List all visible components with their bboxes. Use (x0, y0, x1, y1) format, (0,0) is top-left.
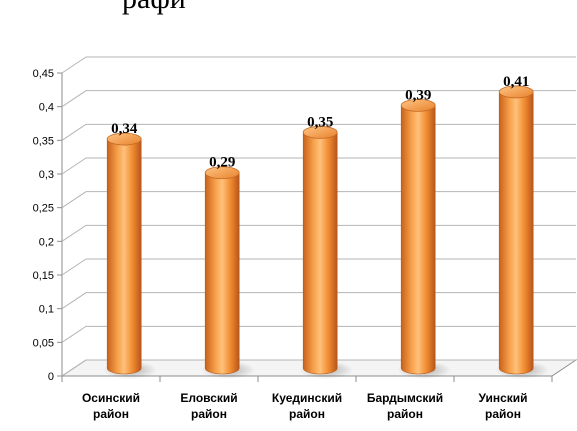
x-category-label: Куединский (272, 391, 342, 405)
y-tick-label: 0,45 (33, 68, 54, 80)
x-category-label: район (387, 407, 423, 421)
y-tick-label: 0,3 (39, 169, 54, 181)
x-category-label: Уинский (478, 391, 527, 405)
data-label: 0,41 (503, 74, 529, 90)
x-category-label: Бардымский (367, 391, 443, 405)
y-axis-tick-labels: 0 0,05 0,1 0,15 0,2 0,25 0,3 0,35 0,4 0,45 (33, 68, 54, 383)
gridline (61, 90, 576, 108)
bar-top (204, 166, 240, 180)
y-tick-label: 0,15 (33, 270, 54, 282)
y-tick-label: 0,35 (33, 135, 54, 147)
bar-body (302, 132, 338, 375)
x-category-label: район (191, 407, 227, 421)
bar-body (400, 105, 436, 375)
x-category-label: район (289, 407, 325, 421)
y-tick-label: 0,05 (33, 337, 54, 349)
page-heading-fragment: рафи (122, 0, 186, 16)
bar-body (498, 91, 534, 375)
bar-top (106, 132, 142, 146)
chart-container: 0 0,05 0,1 0,15 0,2 0,25 0,3 0,35 0,4 0,45 Осинск… (0, 26, 577, 426)
bar (299, 125, 354, 379)
data-labels: 0,34 0,29 0,35 0,39 0,41 (111, 74, 529, 171)
x-category-label: район (93, 407, 129, 421)
gridline (61, 56, 576, 74)
bar-chart: 0 0,05 0,1 0,15 0,2 0,25 0,3 0,35 0,4 0,45 Осинск… (33, 56, 577, 421)
bar-top (400, 99, 436, 112)
x-category-label: Еловский (180, 391, 237, 405)
bar (397, 99, 452, 379)
data-label: 0,29 (209, 155, 235, 171)
y-tick-label: 0,25 (33, 203, 54, 215)
bar-body (204, 172, 240, 375)
y-tick-label: 0,1 (39, 304, 54, 316)
data-label: 0,34 (111, 121, 138, 137)
data-label: 0,35 (307, 114, 333, 130)
bar (201, 166, 256, 379)
data-label: 0,39 (405, 87, 431, 103)
y-tick-label: 0,2 (39, 236, 54, 248)
y-tick-label: 0,4 (39, 102, 54, 114)
bar-body (106, 138, 142, 375)
x-category-label: Осинский (82, 391, 140, 405)
bar-top (302, 125, 338, 139)
y-tick-label: 0 (48, 371, 54, 383)
x-category-label: район (485, 407, 521, 421)
bars (103, 85, 550, 379)
x-axis-category-labels: Осинский район Еловский район Куединский райо… (82, 391, 528, 421)
bar (103, 132, 158, 379)
bar-top (498, 85, 534, 99)
bar (495, 85, 550, 379)
